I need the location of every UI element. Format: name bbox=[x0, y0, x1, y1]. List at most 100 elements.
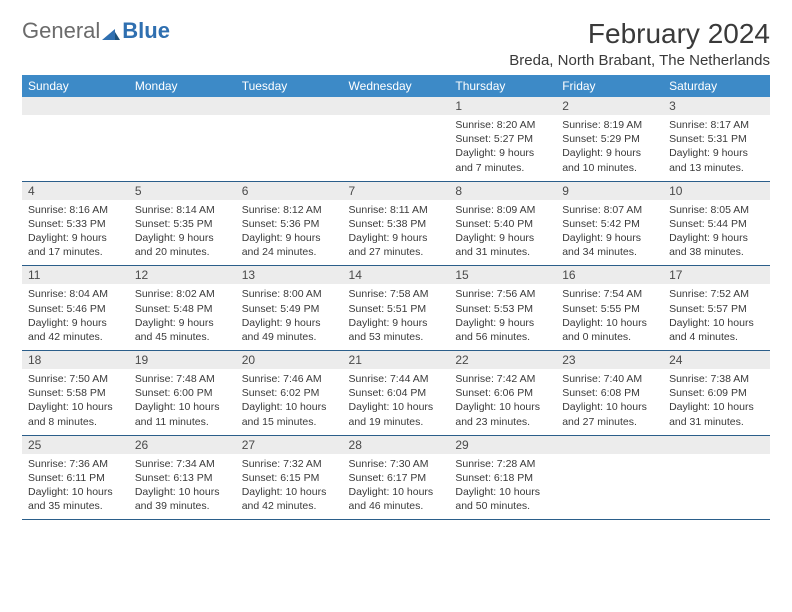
day-number-bar bbox=[556, 436, 663, 454]
day-content: Sunrise: 8:12 AMSunset: 5:36 PMDaylight:… bbox=[236, 200, 343, 266]
calendar-day-cell: 5Sunrise: 8:14 AMSunset: 5:35 PMDaylight… bbox=[129, 181, 236, 266]
calendar-day-cell: 29Sunrise: 7:28 AMSunset: 6:18 PMDayligh… bbox=[449, 435, 556, 520]
location-text: Breda, North Brabant, The Netherlands bbox=[509, 52, 770, 69]
daylight-line2: and 39 minutes. bbox=[135, 499, 230, 513]
day-number-bar bbox=[22, 97, 129, 115]
day-number-bar: 23 bbox=[556, 351, 663, 369]
sunset-text: Sunset: 5:55 PM bbox=[562, 302, 657, 316]
calendar-day-cell: 26Sunrise: 7:34 AMSunset: 6:13 PMDayligh… bbox=[129, 435, 236, 520]
day-number-bar: 25 bbox=[22, 436, 129, 454]
day-content: Sunrise: 7:38 AMSunset: 6:09 PMDaylight:… bbox=[663, 369, 770, 435]
day-content bbox=[556, 454, 663, 512]
daylight-line2: and 19 minutes. bbox=[349, 415, 444, 429]
sunrise-text: Sunrise: 8:05 AM bbox=[669, 203, 764, 217]
month-title: February 2024 bbox=[509, 18, 770, 50]
calendar-day-cell: 6Sunrise: 8:12 AMSunset: 5:36 PMDaylight… bbox=[236, 181, 343, 266]
sunrise-text: Sunrise: 7:30 AM bbox=[349, 457, 444, 471]
day-number-bar: 27 bbox=[236, 436, 343, 454]
sunrise-text: Sunrise: 7:54 AM bbox=[562, 287, 657, 301]
day-number-bar: 29 bbox=[449, 436, 556, 454]
day-number-bar: 4 bbox=[22, 182, 129, 200]
sunrise-text: Sunrise: 7:56 AM bbox=[455, 287, 550, 301]
day-number-bar: 20 bbox=[236, 351, 343, 369]
daylight-line2: and 7 minutes. bbox=[455, 161, 550, 175]
day-content: Sunrise: 7:48 AMSunset: 6:00 PMDaylight:… bbox=[129, 369, 236, 435]
sunrise-text: Sunrise: 8:11 AM bbox=[349, 203, 444, 217]
calendar-day-cell: 28Sunrise: 7:30 AMSunset: 6:17 PMDayligh… bbox=[343, 435, 450, 520]
day-content: Sunrise: 7:28 AMSunset: 6:18 PMDaylight:… bbox=[449, 454, 556, 520]
calendar-day-cell: 14Sunrise: 7:58 AMSunset: 5:51 PMDayligh… bbox=[343, 266, 450, 351]
sunset-text: Sunset: 6:18 PM bbox=[455, 471, 550, 485]
logo: General Blue bbox=[22, 18, 170, 44]
day-content: Sunrise: 7:40 AMSunset: 6:08 PMDaylight:… bbox=[556, 369, 663, 435]
sunrise-text: Sunrise: 8:07 AM bbox=[562, 203, 657, 217]
sunrise-text: Sunrise: 8:04 AM bbox=[28, 287, 123, 301]
calendar-day-cell bbox=[663, 435, 770, 520]
daylight-line2: and 23 minutes. bbox=[455, 415, 550, 429]
calendar-day-cell bbox=[22, 97, 129, 181]
daylight-line1: Daylight: 9 hours bbox=[669, 146, 764, 160]
sunset-text: Sunset: 5:48 PM bbox=[135, 302, 230, 316]
sunset-text: Sunset: 5:36 PM bbox=[242, 217, 337, 231]
sunrise-text: Sunrise: 8:20 AM bbox=[455, 118, 550, 132]
day-content: Sunrise: 8:11 AMSunset: 5:38 PMDaylight:… bbox=[343, 200, 450, 266]
sunset-text: Sunset: 5:40 PM bbox=[455, 217, 550, 231]
day-content bbox=[129, 115, 236, 173]
sunset-text: Sunset: 5:38 PM bbox=[349, 217, 444, 231]
day-number-bar bbox=[129, 97, 236, 115]
sunrise-text: Sunrise: 7:50 AM bbox=[28, 372, 123, 386]
sunrise-text: Sunrise: 8:02 AM bbox=[135, 287, 230, 301]
calendar-day-cell: 12Sunrise: 8:02 AMSunset: 5:48 PMDayligh… bbox=[129, 266, 236, 351]
calendar-day-cell: 11Sunrise: 8:04 AMSunset: 5:46 PMDayligh… bbox=[22, 266, 129, 351]
daylight-line1: Daylight: 9 hours bbox=[349, 231, 444, 245]
day-content bbox=[22, 115, 129, 173]
daylight-line1: Daylight: 10 hours bbox=[28, 400, 123, 414]
calendar-day-cell: 18Sunrise: 7:50 AMSunset: 5:58 PMDayligh… bbox=[22, 351, 129, 436]
daylight-line2: and 11 minutes. bbox=[135, 415, 230, 429]
day-content: Sunrise: 8:16 AMSunset: 5:33 PMDaylight:… bbox=[22, 200, 129, 266]
sunrise-text: Sunrise: 7:42 AM bbox=[455, 372, 550, 386]
sunset-text: Sunset: 5:27 PM bbox=[455, 132, 550, 146]
sunset-text: Sunset: 6:15 PM bbox=[242, 471, 337, 485]
daylight-line1: Daylight: 9 hours bbox=[242, 316, 337, 330]
sunrise-text: Sunrise: 8:00 AM bbox=[242, 287, 337, 301]
daylight-line2: and 49 minutes. bbox=[242, 330, 337, 344]
daylight-line1: Daylight: 10 hours bbox=[135, 400, 230, 414]
sunset-text: Sunset: 6:09 PM bbox=[669, 386, 764, 400]
calendar-day-cell: 23Sunrise: 7:40 AMSunset: 6:08 PMDayligh… bbox=[556, 351, 663, 436]
day-number-bar: 2 bbox=[556, 97, 663, 115]
weekday-header: Wednesday bbox=[343, 75, 450, 97]
sunset-text: Sunset: 6:04 PM bbox=[349, 386, 444, 400]
daylight-line2: and 20 minutes. bbox=[135, 245, 230, 259]
calendar-body: 1Sunrise: 8:20 AMSunset: 5:27 PMDaylight… bbox=[22, 97, 770, 520]
sunset-text: Sunset: 5:33 PM bbox=[28, 217, 123, 231]
day-content: Sunrise: 7:42 AMSunset: 6:06 PMDaylight:… bbox=[449, 369, 556, 435]
weekday-header: Sunday bbox=[22, 75, 129, 97]
daylight-line2: and 4 minutes. bbox=[669, 330, 764, 344]
day-number-bar: 5 bbox=[129, 182, 236, 200]
sunset-text: Sunset: 5:49 PM bbox=[242, 302, 337, 316]
sunset-text: Sunset: 6:11 PM bbox=[28, 471, 123, 485]
calendar-day-cell bbox=[556, 435, 663, 520]
calendar-day-cell: 15Sunrise: 7:56 AMSunset: 5:53 PMDayligh… bbox=[449, 266, 556, 351]
daylight-line1: Daylight: 9 hours bbox=[349, 316, 444, 330]
sunrise-text: Sunrise: 7:52 AM bbox=[669, 287, 764, 301]
day-content: Sunrise: 7:52 AMSunset: 5:57 PMDaylight:… bbox=[663, 284, 770, 350]
day-content: Sunrise: 8:20 AMSunset: 5:27 PMDaylight:… bbox=[449, 115, 556, 181]
day-number-bar: 24 bbox=[663, 351, 770, 369]
day-content: Sunrise: 7:32 AMSunset: 6:15 PMDaylight:… bbox=[236, 454, 343, 520]
day-number-bar bbox=[236, 97, 343, 115]
calendar-day-cell: 3Sunrise: 8:17 AMSunset: 5:31 PMDaylight… bbox=[663, 97, 770, 181]
daylight-line2: and 31 minutes. bbox=[455, 245, 550, 259]
daylight-line2: and 17 minutes. bbox=[28, 245, 123, 259]
day-number-bar: 16 bbox=[556, 266, 663, 284]
calendar-day-cell: 16Sunrise: 7:54 AMSunset: 5:55 PMDayligh… bbox=[556, 266, 663, 351]
day-content: Sunrise: 7:46 AMSunset: 6:02 PMDaylight:… bbox=[236, 369, 343, 435]
day-content: Sunrise: 7:34 AMSunset: 6:13 PMDaylight:… bbox=[129, 454, 236, 520]
calendar-day-cell: 13Sunrise: 8:00 AMSunset: 5:49 PMDayligh… bbox=[236, 266, 343, 351]
day-content: Sunrise: 8:05 AMSunset: 5:44 PMDaylight:… bbox=[663, 200, 770, 266]
weekday-header: Tuesday bbox=[236, 75, 343, 97]
sunrise-text: Sunrise: 8:19 AM bbox=[562, 118, 657, 132]
calendar-day-cell: 17Sunrise: 7:52 AMSunset: 5:57 PMDayligh… bbox=[663, 266, 770, 351]
daylight-line2: and 35 minutes. bbox=[28, 499, 123, 513]
